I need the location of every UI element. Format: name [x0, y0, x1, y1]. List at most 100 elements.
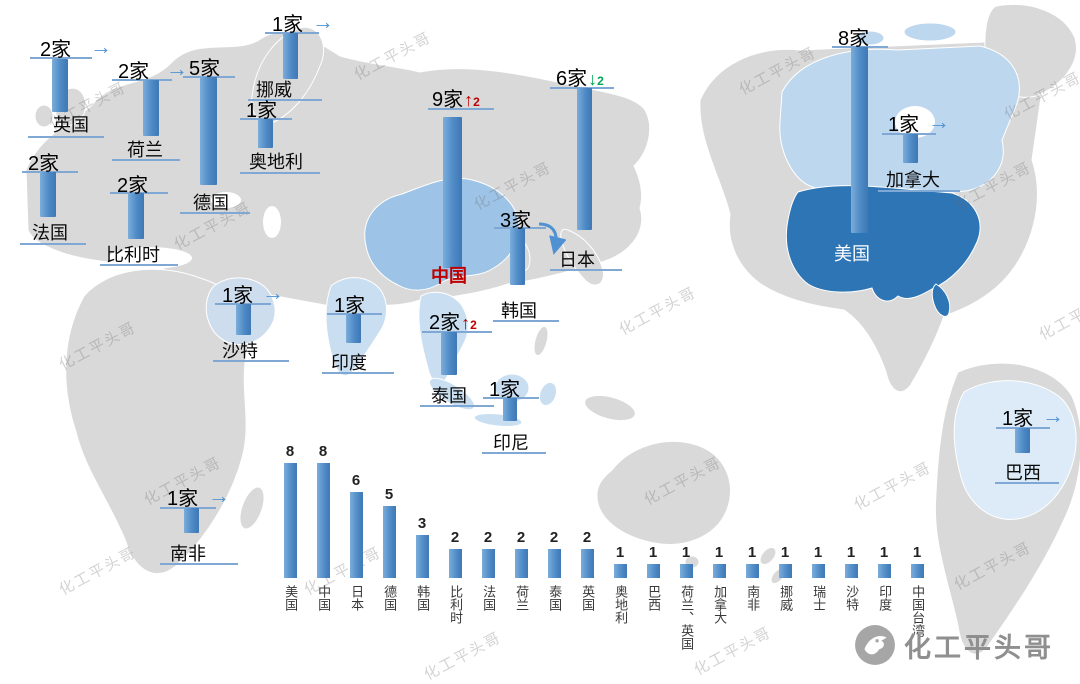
- chart-value-label: 1: [681, 544, 691, 561]
- norway-bar: [283, 33, 298, 79]
- thailand-leader-line: [420, 405, 494, 407]
- korea-bar: [510, 228, 525, 285]
- uk-bar: [52, 59, 68, 112]
- chart-value-label: 1: [648, 544, 658, 561]
- netherlands-count-text: 2家: [118, 61, 150, 83]
- japan-label: 日本: [559, 250, 595, 270]
- france-bar: [40, 172, 56, 217]
- germany-leader-line: [180, 212, 250, 214]
- korea-count-text: 3家: [500, 210, 532, 232]
- chart-bar: [283, 463, 297, 578]
- chart-value-label: 1: [846, 544, 856, 561]
- chart-category-label: 荷兰、英国: [679, 585, 695, 650]
- chart-bar: [613, 564, 627, 578]
- south-africa-count: 1家: [167, 482, 198, 511]
- black-sea: [211, 192, 241, 208]
- brazil-label: 巴西: [1005, 463, 1041, 483]
- chart-bar: [646, 564, 660, 578]
- mediterranean-sea: [108, 247, 192, 269]
- chart-bar: [712, 564, 726, 578]
- south-africa-bar: [184, 508, 199, 533]
- sulawesi-shape: [538, 381, 558, 407]
- thailand-count: 2家↑2: [429, 306, 477, 335]
- usa-bar: [851, 47, 868, 233]
- chart-value-label: 1: [615, 544, 625, 561]
- chart-bar: [316, 463, 330, 578]
- chart-value-label: 1: [879, 544, 889, 561]
- indonesia-count: 1家: [489, 373, 520, 402]
- chart-value-label: 1: [780, 544, 790, 561]
- netherlands-arrow-icon: →: [166, 56, 188, 81]
- india-count-text: 1家: [334, 295, 366, 317]
- canada-count-text: 1家: [888, 114, 920, 136]
- thailand-bar: [441, 332, 457, 375]
- belgium-count-text: 2家: [117, 175, 149, 197]
- chart-bar: [778, 564, 792, 578]
- korea-leader-line: [493, 320, 559, 322]
- netherlands-bar: [143, 80, 159, 136]
- saudi-label: 沙特: [222, 341, 258, 361]
- usa-count-text: 8家: [838, 28, 870, 50]
- usa-shape: [785, 185, 981, 302]
- chart-bar: [844, 564, 858, 578]
- chart-value-label: 1: [714, 544, 724, 561]
- chart-bar: [580, 549, 594, 578]
- germany-label: 德国: [193, 193, 229, 213]
- china-count-text: 9家: [432, 89, 464, 111]
- china-label: 中国: [431, 266, 467, 286]
- china-leader-line: [428, 108, 494, 110]
- florida-shape: [931, 283, 951, 317]
- japan-curved-arrow-icon: [538, 222, 566, 255]
- chart-category-label: 巴西: [646, 585, 662, 611]
- japan-change-value: 2: [597, 74, 604, 88]
- chart-bar: [679, 564, 693, 578]
- saudi-bar: [236, 304, 251, 335]
- chart-value-label: 2: [582, 529, 592, 546]
- chart-value-label: 8: [285, 443, 295, 460]
- sumatra-shape: [428, 377, 476, 411]
- chart-category-label: 南非: [745, 585, 761, 611]
- uk-label: 英国: [53, 115, 89, 135]
- netherlands-label: 荷兰: [127, 140, 163, 160]
- indonesia-leader-line: [482, 452, 546, 454]
- usa-label: 美国: [834, 244, 870, 264]
- new-guinea-shape: [584, 394, 636, 422]
- chart-category-label: 德国: [382, 585, 398, 611]
- saudi-leader-line: [213, 360, 289, 362]
- chart-value-label: 5: [384, 486, 394, 503]
- chart-bar: [415, 535, 429, 578]
- usa-count: 8家: [838, 22, 869, 51]
- saudi-count-text: 1家: [222, 285, 254, 307]
- netherlands-leader-line: [112, 159, 180, 161]
- chart-value-label: 2: [483, 529, 493, 546]
- japan-bar: [577, 88, 592, 230]
- france-label: 法国: [32, 223, 68, 243]
- chart-category-label: 中国: [316, 585, 332, 611]
- belgium-count: 2家: [117, 169, 148, 198]
- south-africa-count-text: 1家: [167, 488, 199, 510]
- chart-category-label: 挪威: [778, 585, 794, 611]
- chart-category-label: 印度: [877, 585, 893, 611]
- chart-category-label: 法国: [481, 585, 497, 611]
- madagascar-shape: [239, 486, 265, 530]
- germany-bar: [200, 77, 217, 185]
- japan-count-text: 6家: [556, 68, 588, 90]
- india-count: 1家: [334, 289, 365, 318]
- thailand-change-value: 2: [470, 318, 477, 332]
- canada-arrow-icon: →: [928, 109, 950, 134]
- south-africa-leader-line: [160, 563, 238, 565]
- india-bar: [346, 314, 361, 343]
- austria-label: 奥地利: [249, 152, 303, 172]
- chart-bar: [349, 492, 363, 578]
- brazil-arrow-icon: →: [1042, 403, 1064, 428]
- chart-value-label: 2: [549, 529, 559, 546]
- bird-logo-icon: [855, 625, 895, 665]
- china-bar: [443, 117, 462, 268]
- chart-category-label: 中国台湾: [910, 585, 926, 637]
- chart-value-label: 1: [912, 544, 922, 561]
- belgium-label: 比利时: [106, 245, 160, 265]
- caspian-sea: [263, 206, 281, 238]
- chart-bar: [448, 549, 462, 578]
